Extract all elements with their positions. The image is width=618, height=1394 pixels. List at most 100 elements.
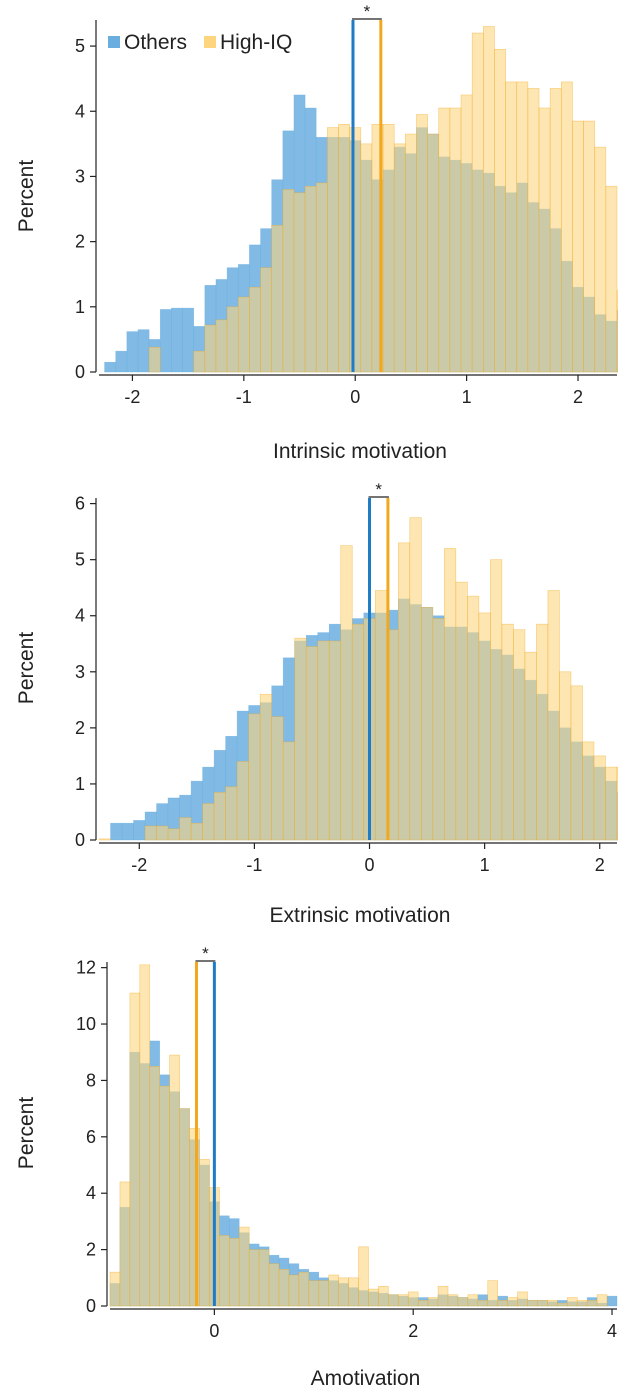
chart-panel-3: * 0 2 4 0 2 4 6 8 10 12 Amotivation Percent: [15, 944, 618, 1390]
bar-highiq: [298, 1271, 310, 1307]
x-tick-label: -1: [236, 387, 252, 407]
bar-highiq: [582, 741, 595, 841]
significance-marker: *: [202, 944, 209, 963]
bar-highiq: [204, 324, 217, 373]
y-tick-label: 2: [75, 232, 85, 252]
bar-others: [110, 822, 123, 841]
bar-highiq: [271, 225, 284, 373]
x-tick-label: 2: [408, 1321, 418, 1341]
bar-highiq: [305, 646, 319, 841]
bar-highiq: [288, 1274, 300, 1307]
bar-highiq: [576, 1300, 588, 1307]
y-tick-label: 6: [75, 494, 85, 514]
x-axis-title: Intrinsic motivation: [273, 440, 447, 463]
x-tick-label: 1: [480, 855, 490, 875]
bar-highiq: [169, 1054, 180, 1307]
y-tick-label: 0: [75, 830, 85, 850]
bar-highiq: [547, 590, 560, 841]
bar-highiq: [444, 548, 457, 841]
bar-highiq: [215, 319, 228, 373]
y-tick-label: 5: [75, 550, 85, 570]
bar-highiq: [407, 1291, 419, 1307]
bar-highiq: [144, 825, 157, 841]
bar-highiq: [605, 766, 618, 841]
bar-highiq: [505, 81, 518, 373]
bar-highiq: [119, 1181, 131, 1307]
bar-highiq: [226, 306, 239, 373]
y-tick-label: 5: [75, 36, 85, 56]
bar-highiq: [537, 1300, 548, 1307]
bar-highiq: [317, 640, 330, 841]
bar-others: [126, 331, 139, 373]
bar-highiq: [179, 817, 192, 841]
bar-highiq: [449, 107, 462, 373]
x-axis-title: Amotivation: [311, 1367, 421, 1390]
bar-highiq: [139, 964, 151, 1307]
bar-highiq: [225, 786, 238, 841]
bar-highiq: [467, 1294, 479, 1307]
y-axis-title: Percent: [15, 160, 38, 233]
bar-highiq: [427, 1297, 439, 1307]
bar-highiq: [388, 1294, 399, 1307]
y-tick-label: 3: [75, 166, 85, 186]
bar-highiq: [199, 1159, 210, 1307]
bar-highiq: [149, 1066, 160, 1307]
x-tick-label: -2: [131, 855, 147, 875]
bar-highiq: [583, 120, 596, 373]
bar-highiq: [315, 182, 328, 373]
y-tick-label: 6: [86, 1127, 96, 1147]
bar-highiq: [271, 716, 284, 841]
bar-highiq: [238, 1226, 250, 1307]
bar-others: [171, 307, 183, 373]
bar-highiq: [236, 761, 249, 841]
bar-highiq: [596, 1294, 608, 1307]
bar-highiq: [524, 651, 537, 841]
bar-highiq: [190, 822, 203, 841]
bar-highiq: [248, 1249, 260, 1307]
bar-highiq: [179, 1108, 190, 1307]
bar-highiq: [308, 1280, 320, 1307]
bar-highiq: [378, 1285, 389, 1307]
bar-others: [606, 1295, 618, 1307]
y-tick-label: 2: [86, 1240, 96, 1260]
chart-panel-1: * -2 -1 0 1 2 0 1 2 3 4 5 Intrinsic motivation Percen…: [15, 2, 618, 463]
bar-others: [104, 361, 117, 373]
bar-highiq: [467, 595, 480, 841]
y-tick-label: 4: [75, 101, 85, 121]
bar-highiq: [374, 590, 388, 841]
bar-others: [133, 820, 146, 841]
bar-highiq: [304, 185, 317, 373]
x-tick-label: 0: [209, 1321, 219, 1341]
bar-highiq: [438, 107, 451, 373]
significance-marker: *: [364, 2, 371, 21]
bar-highiq: [248, 713, 261, 841]
bar-highiq: [268, 1263, 280, 1307]
bar-highiq: [549, 88, 562, 373]
x-tick-label: 0: [350, 387, 360, 407]
x-tick-label: -2: [124, 387, 140, 407]
bar-highiq: [228, 1238, 240, 1307]
bar-highiq: [338, 124, 350, 373]
y-tick-label: 2: [75, 718, 85, 738]
y-tick-label: 0: [86, 1296, 96, 1316]
bar-highiq: [455, 581, 468, 841]
y-tick-label: 3: [75, 662, 85, 682]
bar-highiq: [293, 192, 306, 373]
x-tick-label: 2: [573, 387, 583, 407]
bar-highiq: [490, 559, 503, 841]
bar-highiq: [527, 88, 540, 373]
bar-highiq: [393, 143, 406, 373]
bar-highiq: [527, 1300, 538, 1307]
bar-highiq: [421, 607, 434, 841]
x-tick-label: -1: [246, 855, 262, 875]
x-tick-label: 4: [607, 1321, 617, 1341]
x-tick-label: 0: [365, 855, 375, 875]
bar-highiq: [507, 1297, 518, 1307]
bar-highiq: [358, 1246, 369, 1307]
y-tick-label: 12: [76, 958, 96, 978]
bar-highiq: [348, 1277, 359, 1307]
bar-highiq: [397, 542, 411, 841]
y-tick-label: 0: [75, 362, 85, 382]
bar-others: [121, 822, 134, 841]
